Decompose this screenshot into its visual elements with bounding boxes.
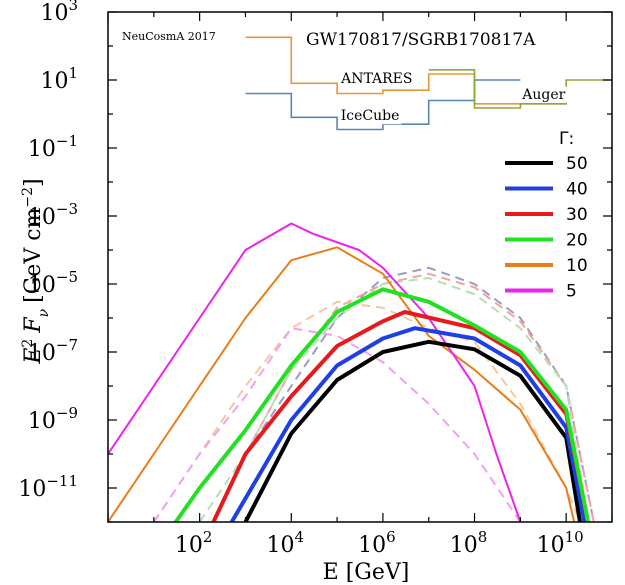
limit-auger bbox=[428, 69, 612, 109]
y-title-base: E bbox=[21, 348, 46, 365]
limit-label-bg bbox=[338, 108, 402, 125]
x-tick-label: 102 bbox=[175, 528, 213, 558]
series-line-40 bbox=[229, 326, 587, 522]
x-tick-label: 108 bbox=[450, 528, 488, 558]
plot-frame bbox=[107, 11, 613, 523]
dashed-series-line-3 bbox=[152, 300, 581, 522]
y-title-unit-open: [GeV cm bbox=[21, 207, 46, 302]
y-tick-label: 103 bbox=[40, 0, 78, 26]
limit-label-bg bbox=[519, 86, 568, 103]
x-tick-label: 104 bbox=[266, 528, 304, 558]
y-title-sup: 2 bbox=[20, 339, 36, 348]
legend-label-5: 5 bbox=[566, 282, 577, 302]
y-title-unit-close: ] bbox=[21, 178, 46, 187]
legend: 50 40 30 20 10 5 bbox=[505, 154, 588, 302]
x-tick-label: 1010 bbox=[537, 528, 584, 558]
limit-labels: ANTARES IceCube Auger bbox=[338, 71, 568, 125]
y-title-unit-sup: −2 bbox=[20, 187, 36, 208]
series-line-50 bbox=[243, 339, 582, 522]
limit-label-antares: ANTARES bbox=[340, 71, 412, 87]
svg-text:E2Fν[GeV cm−2]: E2 Fν [GeV cm−2] bbox=[20, 178, 52, 364]
dashed-series-line-4 bbox=[152, 327, 522, 522]
limit-label-auger: Auger bbox=[521, 87, 565, 103]
legend-label-20: 20 bbox=[566, 231, 588, 251]
limit-label-bg bbox=[338, 71, 415, 88]
series-line-10 bbox=[108, 246, 576, 522]
legend-title: Γ: bbox=[559, 129, 574, 149]
legend-label-30: 30 bbox=[566, 205, 588, 225]
legend-label-10: 10 bbox=[566, 256, 588, 276]
corner-note: NeuCosmA 2017 bbox=[122, 30, 216, 43]
y-tick-label: 10−1 bbox=[28, 132, 78, 162]
series-line-20 bbox=[174, 287, 590, 522]
y-title-mid: F bbox=[21, 317, 46, 334]
limit-label-icecube: IceCube bbox=[341, 108, 400, 124]
dashed-series-line-1 bbox=[244, 272, 595, 522]
y-axis-title: E2 Fν [GeV cm−2] bbox=[20, 178, 52, 364]
y-tick-label: 10−7 bbox=[28, 336, 78, 366]
x-tick-label: 106 bbox=[358, 528, 396, 558]
series-layer bbox=[108, 36, 612, 522]
x-axis-title: E [GeV] bbox=[323, 560, 410, 585]
legend-label-50: 50 bbox=[566, 154, 588, 174]
y-tick-label: 101 bbox=[40, 64, 78, 94]
ticks-layer: 102 104 106 108 101010310110−110−310−510−710… bbox=[18, 0, 613, 558]
chart-title: GW170817/SGRB170817A bbox=[306, 30, 536, 50]
y-tick-label: 10−9 bbox=[28, 404, 78, 434]
y-tick-label: 10−3 bbox=[28, 200, 78, 230]
series-line-5 bbox=[108, 222, 522, 522]
y-title-sub: ν bbox=[36, 308, 52, 317]
y-tick-label: 10−11 bbox=[18, 472, 78, 502]
y-tick-label: 10−5 bbox=[28, 268, 78, 298]
series-line-30 bbox=[211, 310, 590, 522]
dashed-series-line-0 bbox=[244, 266, 595, 522]
legend-label-40: 40 bbox=[566, 180, 588, 200]
